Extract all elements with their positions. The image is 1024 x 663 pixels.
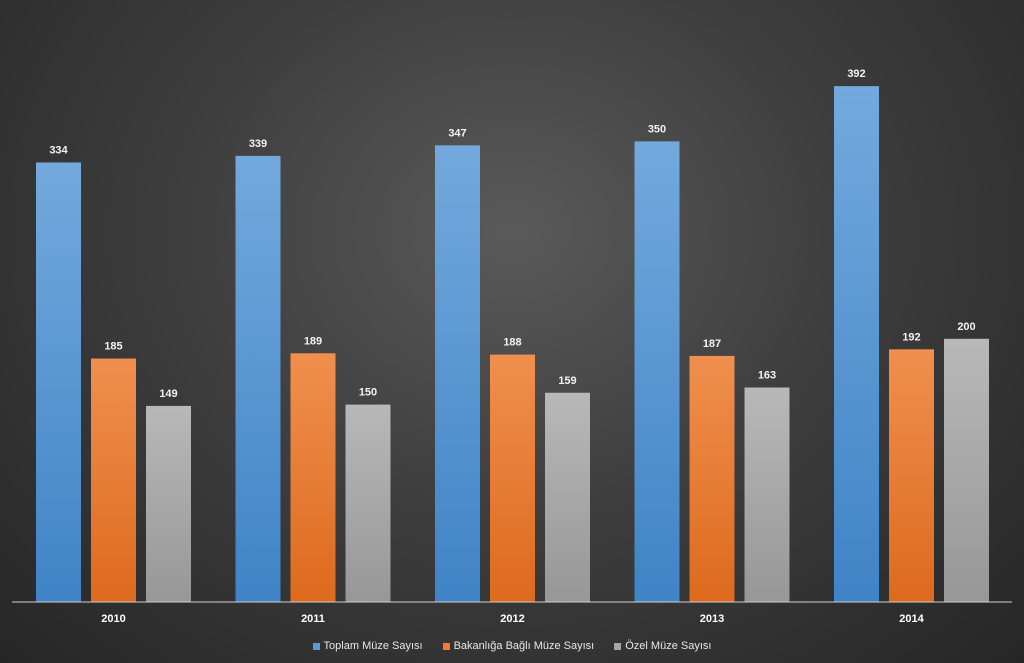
data-label-toplam-2011: 339 bbox=[249, 138, 267, 150]
bar-toplam-2011 bbox=[235, 155, 281, 602]
bar-toplam-2012 bbox=[435, 145, 480, 602]
data-label-toplam-2013: 350 bbox=[648, 123, 666, 135]
data-labels-group: 334 185 149 339 189 150 347 188 159 350 187 163 392 1… bbox=[49, 68, 975, 400]
data-label-bakanlik-2014: 192 bbox=[902, 331, 920, 343]
bar-toplam-2013 bbox=[634, 141, 680, 602]
data-label-bakanlik-2010: 185 bbox=[104, 341, 122, 353]
legend-swatch-ozel bbox=[614, 642, 622, 650]
bar-bakanlik-2014 bbox=[889, 349, 934, 602]
data-label-bakanlik-2012: 188 bbox=[503, 337, 521, 349]
bar-ozel-2012 bbox=[545, 392, 590, 602]
bar-bakanlik-2011 bbox=[290, 353, 336, 602]
x-tick-label-2013: 2013 bbox=[700, 613, 724, 625]
bar-bakanlik-2012 bbox=[490, 354, 535, 602]
x-tick-label-2010: 2010 bbox=[101, 613, 125, 625]
data-label-toplam-2012: 347 bbox=[448, 127, 466, 139]
data-label-ozel-2012: 159 bbox=[558, 375, 576, 387]
legend-swatch-toplam bbox=[312, 642, 320, 650]
bar-bakanlik-2010 bbox=[91, 358, 136, 602]
data-label-ozel-2010: 149 bbox=[159, 388, 177, 400]
legend-item-bakanlik: Bakanlığa Bağlı Müze Sayısı bbox=[442, 640, 595, 652]
x-tick-labels-group: 2010 2011 2012 2013 2014 bbox=[101, 613, 924, 625]
legend-item-toplam: Toplam Müze Sayısı bbox=[312, 640, 423, 652]
x-tick-label-2012: 2012 bbox=[500, 613, 524, 625]
legend-item-ozel: Özel Müze Sayısı bbox=[614, 640, 711, 652]
data-label-ozel-2014: 200 bbox=[957, 321, 975, 333]
legend-label-ozel: Özel Müze Sayısı bbox=[625, 640, 712, 652]
legend-label-bakanlik: Bakanlığa Bağlı Müze Sayısı bbox=[453, 640, 595, 652]
bar-ozel-2011 bbox=[345, 404, 391, 602]
x-tick-label-2011: 2011 bbox=[301, 613, 325, 625]
bars-group bbox=[36, 86, 989, 603]
bar-bakanlik-2013 bbox=[689, 355, 735, 602]
legend-swatch-bakanlik bbox=[442, 642, 450, 650]
x-tick-label-2014: 2014 bbox=[899, 613, 924, 625]
legend: Toplam Müze Sayısı Bakanlığa Bağlı Müze … bbox=[0, 640, 1024, 652]
bar-toplam-2010 bbox=[36, 162, 81, 602]
bar-toplam-2014 bbox=[834, 86, 879, 603]
data-label-toplam-2014: 392 bbox=[847, 68, 865, 80]
bar-ozel-2010 bbox=[146, 405, 191, 602]
data-label-bakanlik-2013: 187 bbox=[703, 338, 721, 350]
bar-ozel-2014 bbox=[944, 338, 989, 602]
data-label-ozel-2013: 163 bbox=[758, 369, 776, 381]
bar-ozel-2013 bbox=[744, 387, 790, 602]
data-label-ozel-2011: 150 bbox=[359, 387, 377, 399]
data-label-bakanlik-2011: 189 bbox=[304, 335, 322, 347]
data-label-toplam-2010: 334 bbox=[49, 144, 68, 156]
legend-label-toplam: Toplam Müze Sayısı bbox=[323, 640, 423, 652]
